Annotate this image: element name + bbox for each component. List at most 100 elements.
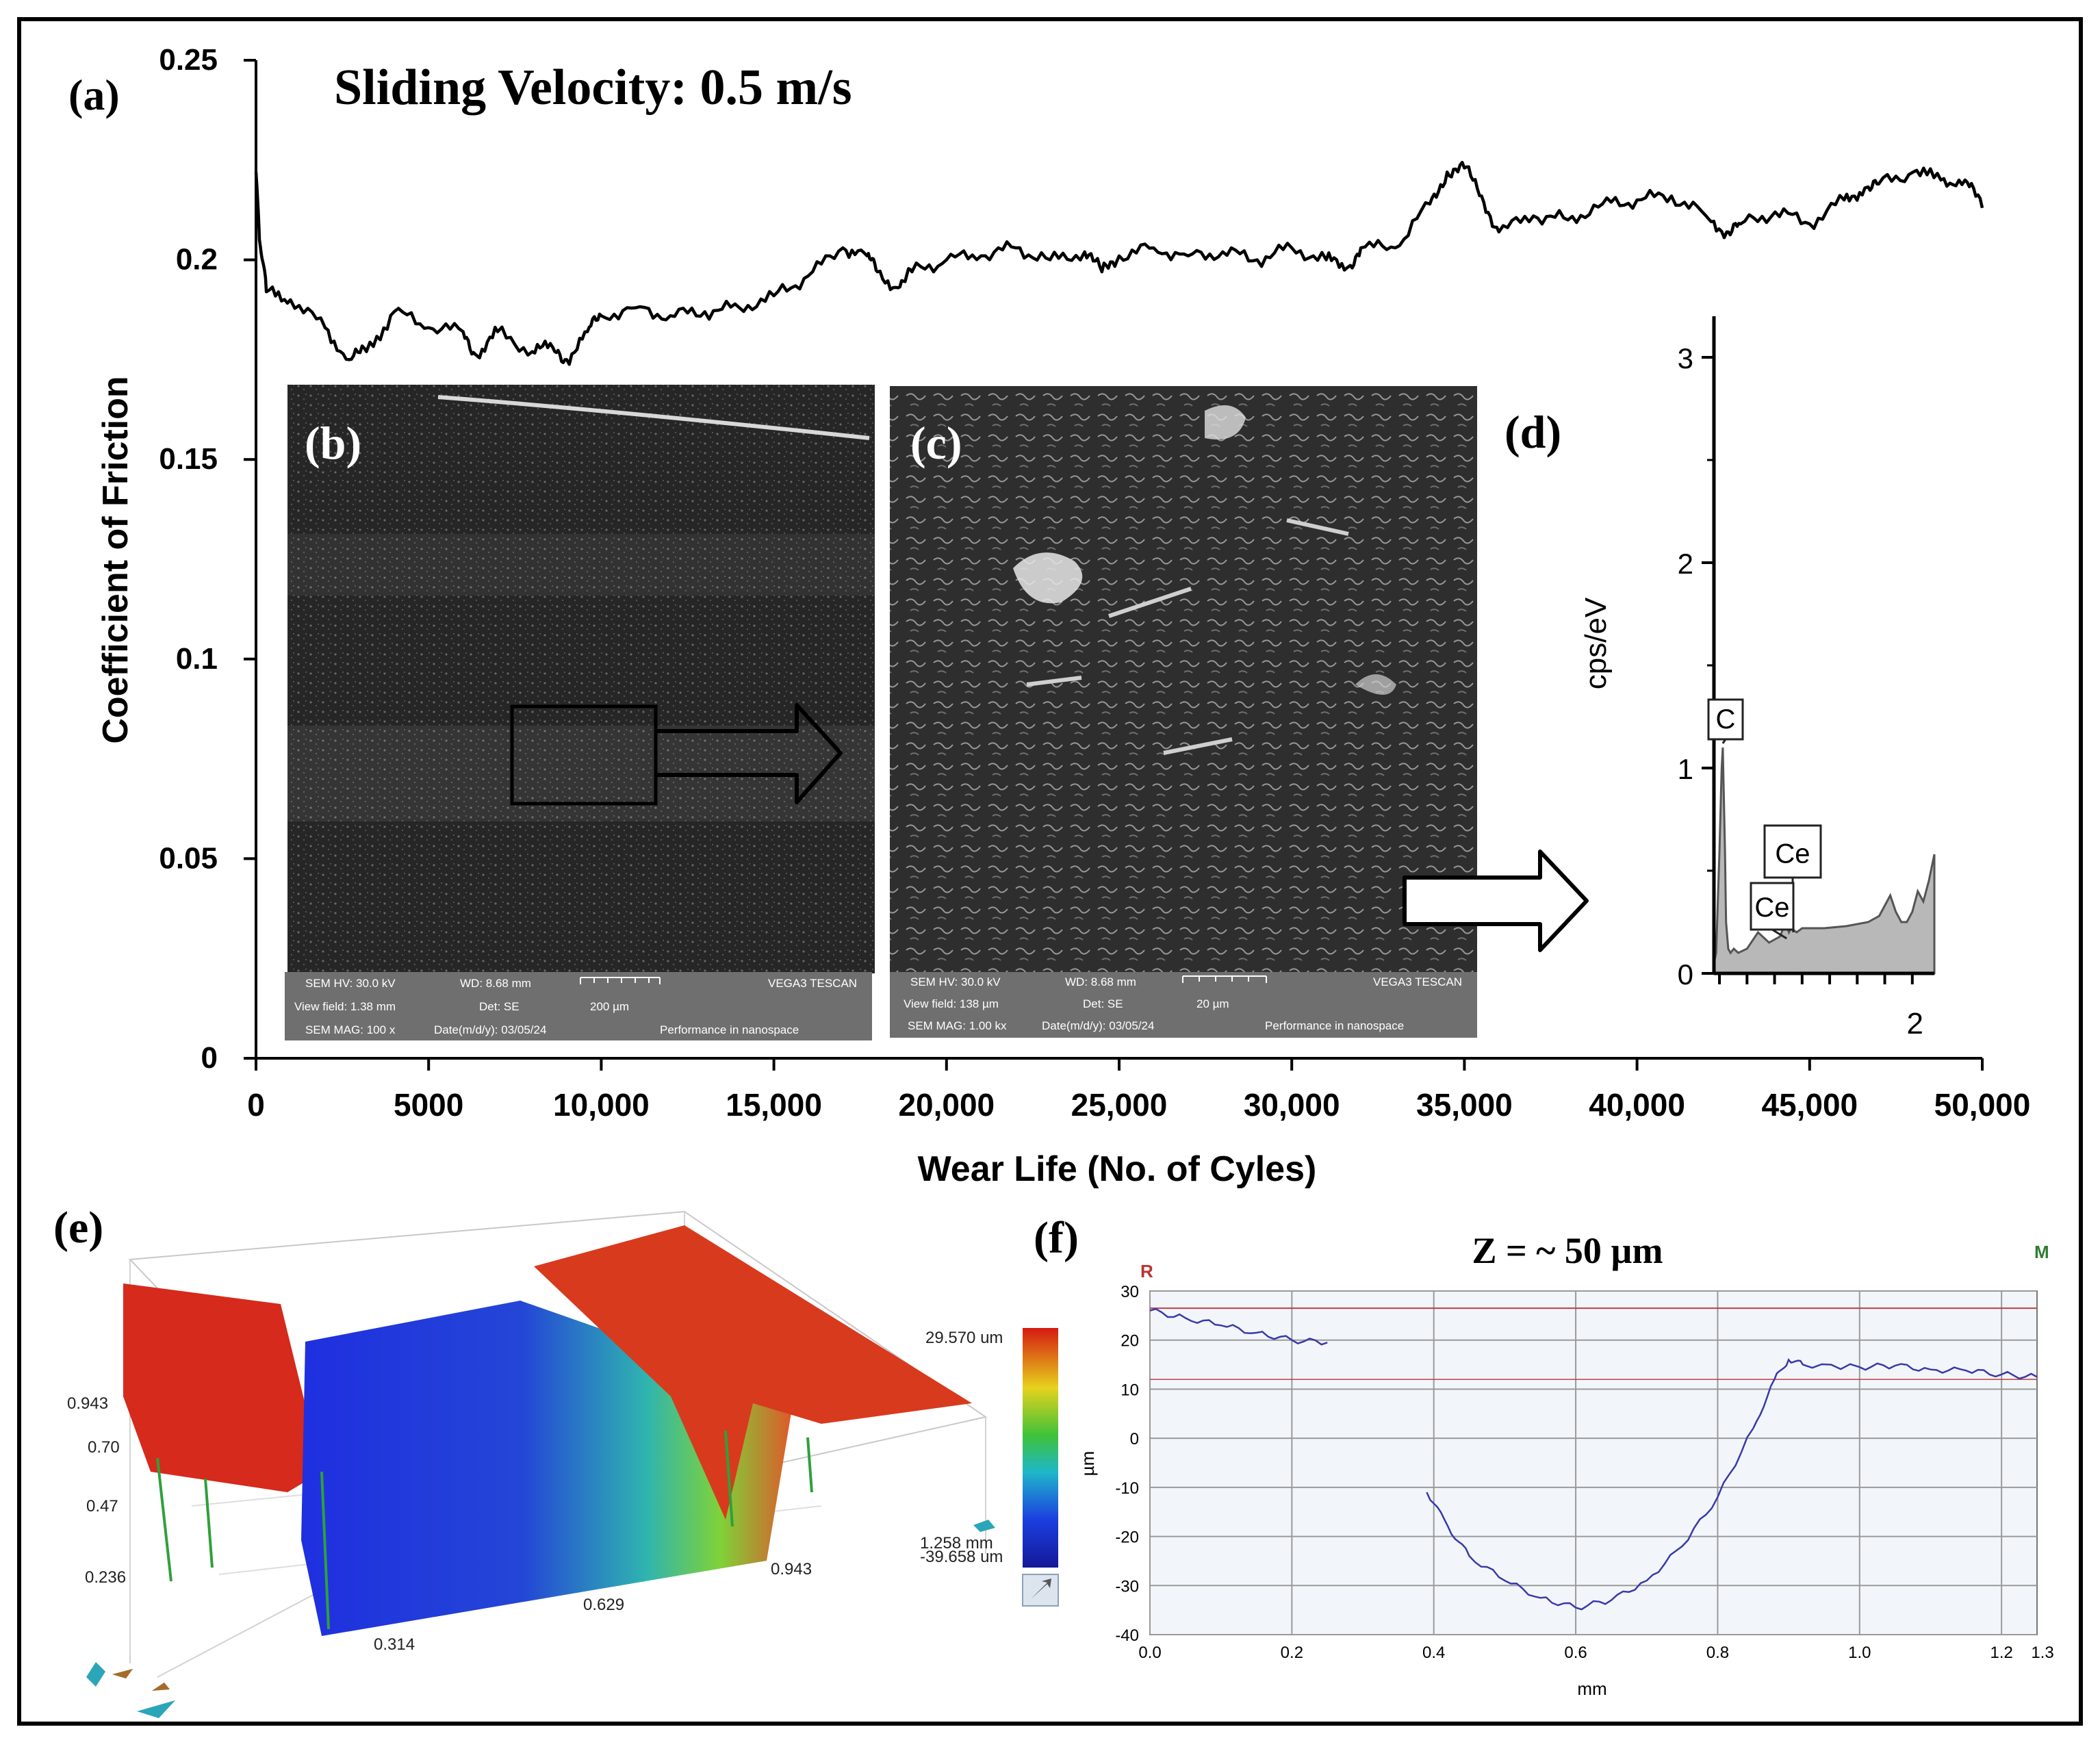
panel-c-sem-image: (c) SEM HV: 30.0 kV WD: 8.68 mm VEGA3 TE…	[890, 386, 1589, 1038]
panel-label-a: (a)	[68, 71, 120, 119]
eds-peak-label: Ce	[1775, 839, 1810, 869]
f-x-tick-label: 0.8	[1706, 1644, 1729, 1662]
e-tick-front-2: 0.943	[771, 1560, 812, 1579]
y-tick-label: 0.2	[176, 243, 218, 277]
panel-label-d: (d)	[1504, 406, 1561, 458]
sem-b-mag: SEM MAG: 100 x	[305, 1023, 396, 1036]
x-tick-label: 50,000	[1934, 1087, 2031, 1123]
f-x-tick-label: 0.2	[1281, 1644, 1303, 1662]
f-y-tick-label: -30	[1115, 1577, 1139, 1596]
cof-axes: 0 5000 10,000 15,000 20,000 25,000 30,000 35,00…	[159, 43, 2030, 1123]
sem-c-vendor: VEGA3 TESCAN	[1373, 975, 1462, 988]
eds-y-tick-label: 1	[1678, 753, 1693, 785]
e-tick-side-0: 0.943	[67, 1394, 108, 1413]
eds-y-label: cps/eV	[1579, 597, 1613, 689]
panel-label-c: (c)	[910, 417, 962, 469]
sem-b-viewfield: View field: 1.38 mm	[294, 1000, 396, 1013]
sem-b-tagline: Performance in nanospace	[660, 1023, 799, 1036]
sem-b-det: Det: SE	[479, 1000, 520, 1013]
sem-c-det: Det: SE	[1083, 997, 1123, 1010]
e-tick-side-1: 0.70	[88, 1438, 120, 1457]
sem-c-viewfield: View field: 138 µm	[904, 997, 999, 1010]
e-colorbar	[1023, 1328, 1058, 1568]
f-plot-area	[1149, 1290, 2038, 1635]
f-marker-m: M	[2034, 1242, 2049, 1262]
sem-c-tagline: Performance in nanospace	[1265, 1019, 1404, 1032]
eds-y-tick-label: 3	[1678, 342, 1693, 374]
eds-peak-leader	[1771, 928, 1788, 940]
zoom-box	[510, 704, 658, 806]
x-tick-label: 25,000	[1071, 1087, 1168, 1123]
eds-peak-label: C	[1716, 704, 1736, 734]
x-tick-label: 35,000	[1416, 1087, 1513, 1123]
chart-title: Sliding Velocity: 0.5 m/s	[334, 60, 852, 116]
f-y-tick-label: 0	[1130, 1430, 1139, 1448]
eds-peak-leader	[1721, 739, 1727, 744]
f-x-label: mm	[1577, 1678, 1606, 1699]
e-left-plateau	[123, 1283, 322, 1492]
sem-c-wd: WD: 8.68 mm	[1065, 975, 1136, 988]
sem-b-vendor: VEGA3 TESCAN	[768, 977, 857, 990]
panel-label-e: (e)	[53, 1203, 103, 1253]
e-tick-front-3: 1.258 mm	[920, 1534, 993, 1552]
profile-series	[1149, 1307, 2038, 1611]
e-tick-front-0: 0.314	[374, 1635, 415, 1654]
f-y-tick-label: 30	[1121, 1283, 1139, 1301]
f-x-tick-label: 1.3	[2031, 1644, 2053, 1662]
eds-axes: 0 1 2 3 2	[1678, 316, 1934, 1040]
panel-d-eds-spectrum: (d) cps/eV 0 1 2 3 2 C Ce Ce	[1504, 316, 1936, 1040]
sem-b-hv: SEM HV: 30.0 kV	[305, 977, 396, 990]
sem-b-scale: 200 µm	[590, 1000, 629, 1013]
y-tick-label: 0	[201, 1041, 218, 1075]
panel-f-depth-profile: (f) Z = ~ 50 µm R M 3020100-10-20-30-400…	[1034, 1213, 2054, 1699]
sem-c-hv: SEM HV: 30.0 kV	[910, 975, 1001, 988]
f-x-tick-label: 0.4	[1422, 1644, 1445, 1662]
profile-axes: 30 20 10 0 -10 -20 -30 -400.0 0.2 0.4 0.6 0.8 1.0 1.2…	[1115, 1283, 2053, 1662]
sem-c-date: Date(m/d/y): 03/05/24	[1042, 1019, 1154, 1032]
e-tick-front-1: 0.629	[583, 1596, 624, 1614]
x-tick-label: 20,000	[898, 1087, 995, 1123]
y-tick-label: 0.05	[159, 841, 218, 875]
panel-a-cof-chart: (a) Sliding Velocity: 0.5 m/s 0 5000 10,00…	[68, 43, 2030, 1189]
eds-annotations: C Ce Ce	[1707, 698, 1822, 940]
y-tick-label: 0.25	[159, 43, 218, 77]
f-x-tick-label: 0.6	[1564, 1644, 1587, 1662]
sem-b-date: Date(m/d/y): 03/05/24	[434, 1023, 546, 1036]
f-title: Z = ~ 50 µm	[1472, 1230, 1663, 1271]
x-tick-label: 30,000	[1244, 1087, 1340, 1123]
e-colorbar-min: -39.658 um	[920, 1548, 1003, 1566]
f-y-tick-label: 10	[1121, 1381, 1139, 1399]
eds-y-tick-label: 0	[1678, 958, 1693, 990]
y-tick-label: 0.1	[176, 642, 218, 676]
panel-label-b: (b)	[305, 417, 361, 469]
sem-b-info-bar	[285, 972, 872, 1040]
x-tick-label: 40,000	[1589, 1087, 1685, 1123]
e-right-plateau	[534, 1225, 972, 1520]
sem-b-image	[287, 385, 875, 973]
zoom-arrow-b-to-c	[657, 703, 843, 804]
sem-b-track-edge	[437, 395, 870, 440]
f-y-label: µm	[1077, 1451, 1098, 1477]
f-y-tick-label: -40	[1115, 1626, 1139, 1645]
sem-c-mag: SEM MAG: 1.00 kx	[908, 1019, 1007, 1032]
f-x-tick-label: 1.2	[1990, 1644, 2012, 1662]
f-marker-r: R	[1140, 1261, 1153, 1281]
f-y-tick-label: -10	[1115, 1479, 1139, 1498]
x-tick-label: 0	[247, 1087, 265, 1123]
f-y-tick-label: -20	[1115, 1529, 1139, 1547]
e-tick-side-2: 0.47	[86, 1497, 118, 1516]
cof-series-line	[254, 160, 1984, 366]
panel-label-f: (f)	[1034, 1213, 1079, 1263]
e-colorbar-max: 29.570 um	[925, 1329, 1003, 1347]
x-tick-label: 5000	[394, 1087, 463, 1123]
f-profile-line	[1752, 1357, 2038, 1429]
e-tick-side-3: 0.236	[85, 1568, 126, 1587]
e-axis-gizmo-icon	[973, 1520, 995, 1532]
sem-c-scale: 20 µm	[1196, 997, 1229, 1010]
x-tick-label: 15,000	[726, 1087, 822, 1123]
panel-e-3d-wear-track: (e) 0.943 0.70 0.47 0.236 0.314 0.629 0.…	[53, 1203, 1059, 1718]
f-x-tick-label: 0.0	[1138, 1644, 1161, 1662]
f-profile-line	[1149, 1307, 1328, 1346]
y-tick-label: 0.15	[159, 442, 218, 476]
